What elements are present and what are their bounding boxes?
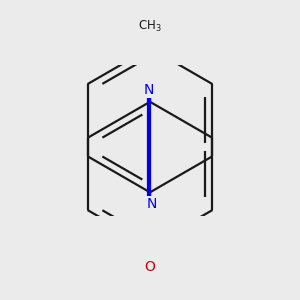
Text: O: O (145, 260, 155, 274)
Text: CH$_3$: CH$_3$ (138, 19, 162, 34)
Text: N: N (143, 83, 154, 97)
Text: N: N (146, 197, 157, 211)
